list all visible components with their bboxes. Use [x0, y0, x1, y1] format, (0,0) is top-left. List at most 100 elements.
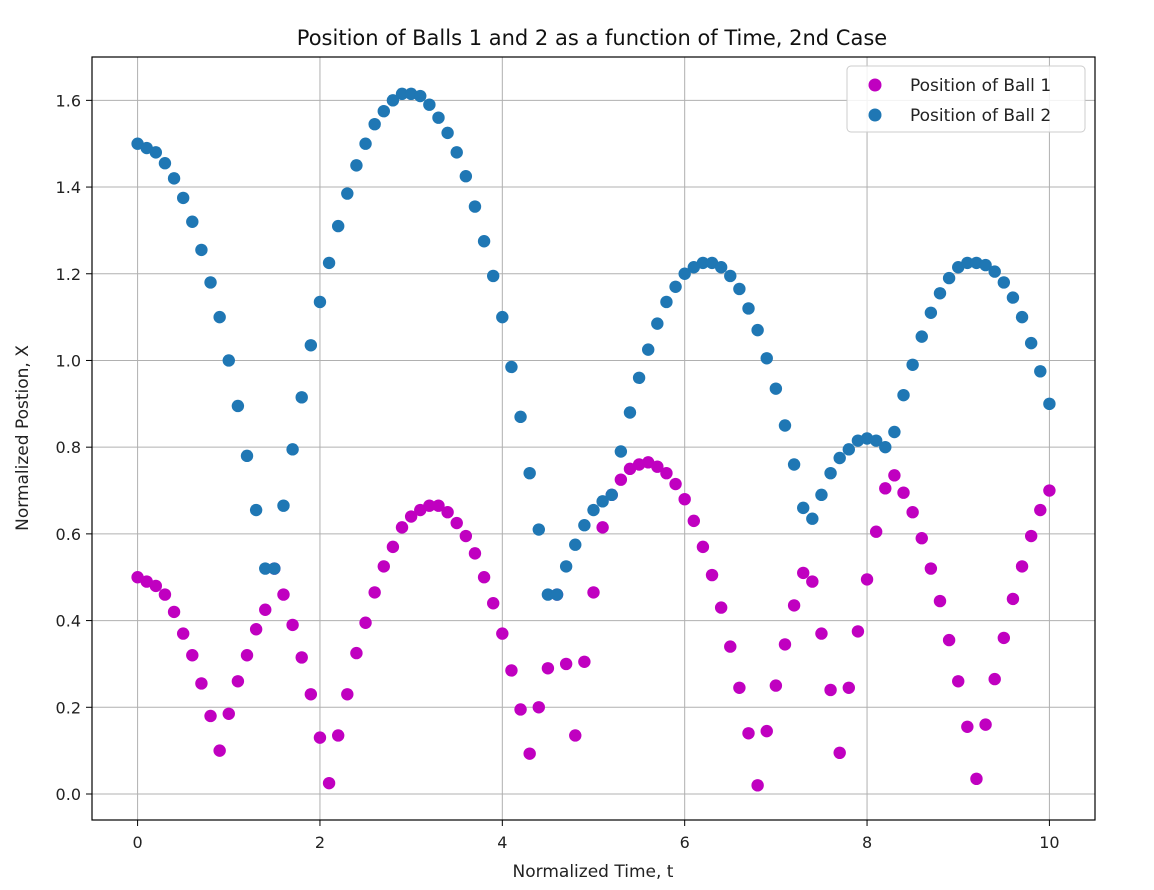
data-point	[532, 701, 545, 714]
x-tick-label: 8	[862, 833, 872, 852]
series-ball-1	[131, 456, 1056, 792]
data-point	[331, 729, 345, 742]
data-point	[186, 649, 199, 662]
data-point	[842, 681, 856, 694]
data-point	[277, 499, 290, 512]
data-point	[824, 683, 837, 697]
data-series	[131, 87, 1056, 792]
data-point	[550, 588, 564, 601]
data-point	[350, 159, 363, 172]
data-point	[240, 449, 254, 463]
data-point	[696, 540, 710, 554]
data-point	[924, 562, 938, 575]
data-point	[897, 388, 910, 402]
data-point	[660, 295, 673, 309]
data-point	[952, 675, 965, 688]
data-point	[942, 271, 956, 285]
data-point	[879, 482, 892, 495]
series-ball-2	[131, 87, 1056, 601]
data-point	[778, 638, 792, 651]
data-point	[496, 627, 509, 640]
data-point	[468, 547, 482, 560]
data-point	[322, 256, 336, 270]
data-point	[231, 399, 245, 413]
data-point	[988, 672, 1001, 686]
data-point	[623, 406, 637, 419]
data-point	[1024, 529, 1038, 543]
data-point	[368, 117, 381, 131]
data-point	[833, 451, 846, 465]
data-point	[569, 538, 582, 551]
data-point	[842, 443, 856, 456]
data-point	[222, 354, 235, 367]
data-point	[304, 688, 318, 701]
data-point	[204, 276, 217, 289]
data-point	[769, 382, 783, 395]
data-point	[395, 87, 409, 101]
data-point	[505, 360, 518, 374]
data-point	[596, 495, 609, 508]
data-point	[787, 458, 801, 471]
data-point	[313, 731, 327, 744]
x-tick-label: 10	[1039, 833, 1059, 852]
data-point	[432, 111, 445, 124]
data-point	[487, 597, 500, 610]
y-tick-label: 0.6	[56, 525, 81, 544]
data-point	[322, 776, 336, 790]
chart-title: Position of Balls 1 and 2 as a function …	[297, 26, 887, 50]
data-point	[487, 269, 500, 283]
legend-box	[846, 65, 1086, 133]
data-point	[167, 605, 181, 619]
data-point	[359, 137, 372, 150]
data-point	[368, 586, 381, 599]
data-point	[176, 191, 190, 205]
data-point	[642, 343, 655, 356]
data-point	[386, 94, 400, 107]
data-point	[888, 425, 901, 439]
data-point	[295, 651, 308, 664]
data-point	[906, 505, 919, 519]
data-point	[341, 187, 354, 200]
data-point	[696, 256, 710, 270]
data-point	[806, 575, 819, 588]
data-point	[423, 499, 436, 512]
data-point	[869, 525, 883, 538]
data-point	[751, 323, 764, 337]
data-point	[797, 566, 810, 580]
data-point	[541, 662, 555, 675]
data-point	[724, 640, 737, 653]
data-point	[724, 269, 737, 283]
legend-marker-ball-2	[868, 108, 882, 122]
data-point	[569, 729, 582, 742]
data-point	[477, 571, 491, 584]
data-point	[1006, 592, 1020, 606]
data-point	[249, 623, 263, 636]
data-point	[231, 675, 245, 688]
data-point	[678, 492, 691, 506]
data-point	[386, 540, 400, 554]
data-point	[195, 243, 208, 257]
data-point	[158, 157, 172, 170]
data-point	[468, 200, 482, 213]
data-point	[331, 219, 345, 233]
y-tick-label: 1.2	[56, 265, 81, 284]
y-axis-label: Normalized Postion, X	[13, 345, 33, 531]
data-point	[249, 503, 263, 517]
data-point	[459, 529, 473, 543]
data-point	[1006, 291, 1020, 304]
data-point	[414, 89, 427, 103]
data-point	[614, 445, 628, 458]
data-point	[176, 627, 190, 640]
data-point	[1015, 560, 1029, 573]
data-point	[933, 594, 947, 608]
data-point	[578, 655, 591, 668]
data-point	[505, 664, 518, 677]
data-point	[450, 146, 463, 159]
data-point	[714, 601, 728, 614]
data-point	[651, 460, 664, 473]
data-point	[304, 339, 318, 352]
data-point	[915, 532, 928, 545]
data-point	[687, 514, 700, 528]
data-point	[441, 126, 454, 140]
